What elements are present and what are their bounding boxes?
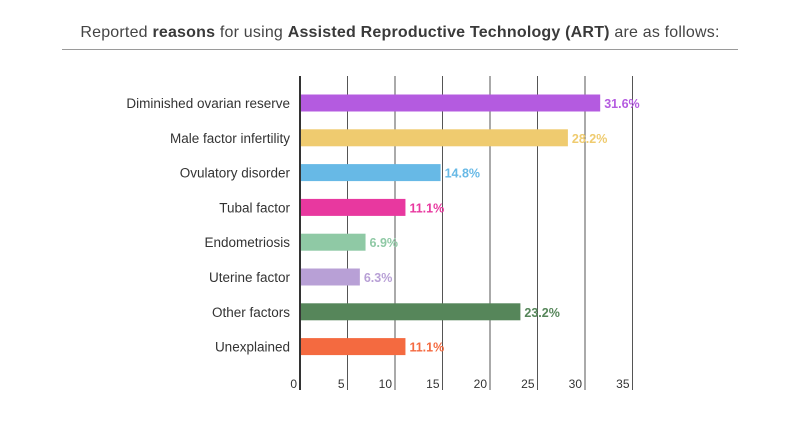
value-label: 11.1% [409, 341, 444, 355]
title-bold-1: reasons [152, 24, 216, 41]
category-label: Uterine factor [209, 270, 291, 285]
value-label: 23.2% [524, 306, 559, 320]
value-label: 28.2% [572, 132, 607, 146]
value-label: 14.8% [445, 167, 480, 181]
title-part-3: are as follows: [609, 24, 720, 41]
x-tick-label: 10 [379, 377, 393, 391]
category-label: Tubal factor [219, 200, 290, 215]
category-label: Male factor infertility [170, 131, 290, 146]
bar [301, 198, 406, 216]
x-tick-label: 20 [474, 377, 488, 391]
bar [301, 338, 406, 356]
bar [301, 268, 360, 286]
value-label: 6.9% [370, 236, 399, 250]
x-tick-label: 0 [290, 377, 297, 391]
bar [301, 164, 441, 182]
bar [301, 94, 601, 112]
category-label: Other factors [212, 305, 290, 320]
category-label: Unexplained [215, 340, 290, 355]
value-label: 6.3% [364, 271, 393, 285]
x-tick-label: 5 [338, 377, 345, 391]
bar [301, 233, 366, 251]
title-bold-2: Assisted Reproductive Technology (ART) [287, 24, 610, 41]
x-tick-label: 35 [616, 377, 630, 391]
x-tick-label: 30 [569, 377, 583, 391]
category-label: Endometriosis [204, 235, 290, 250]
bar [301, 129, 568, 147]
title-part-1: Reported [80, 24, 153, 41]
value-label: 11.1% [409, 201, 444, 215]
chart-title: Reported reasons for using Assisted Repr… [0, 24, 800, 42]
value-label: 31.6% [604, 97, 639, 111]
x-tick-label: 15 [426, 377, 440, 391]
bar [301, 303, 521, 321]
title-divider [62, 49, 738, 50]
title-part-2: for using [215, 24, 288, 41]
category-label: Ovulatory disorder [180, 166, 291, 181]
category-label: Diminished ovarian reserve [126, 96, 290, 111]
x-tick-label: 25 [521, 377, 535, 391]
